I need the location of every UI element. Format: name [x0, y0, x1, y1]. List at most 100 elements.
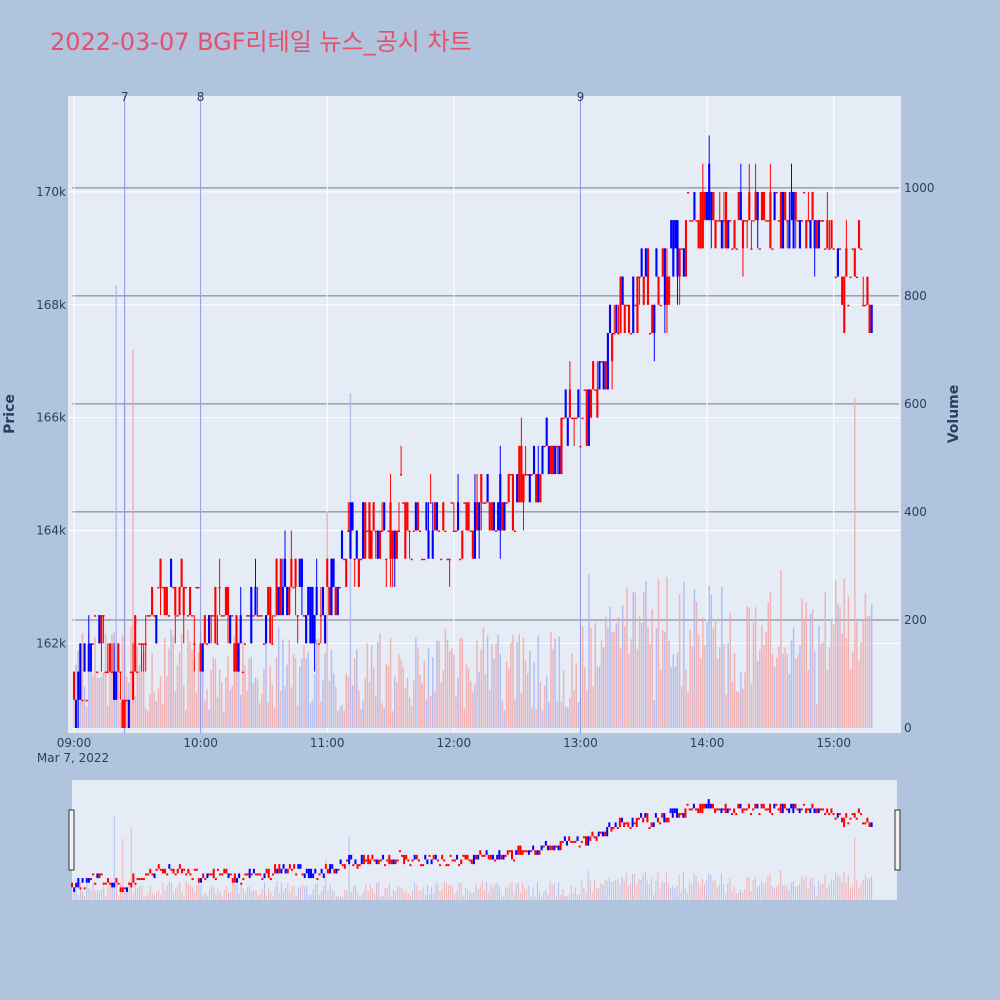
candle-body [748, 191, 751, 221]
volume-bar [828, 647, 831, 728]
range-candle [758, 813, 761, 816]
range-volume-bar [638, 878, 640, 900]
volume-bar [115, 285, 117, 728]
range-candle [303, 873, 306, 879]
volume-bar [79, 701, 82, 728]
volume-bar [752, 622, 755, 728]
range-candle [728, 808, 731, 811]
candle-body [94, 615, 97, 617]
candle-body [201, 643, 204, 672]
range-volume-bar [869, 878, 870, 900]
volume-bar [404, 688, 407, 728]
volume-bar [818, 625, 820, 728]
range-handle-left[interactable] [68, 809, 75, 871]
range-candle [104, 882, 107, 885]
candle-body [461, 530, 464, 559]
volume-bar [617, 617, 620, 728]
range-candle [206, 873, 209, 879]
volume-bar [391, 711, 394, 728]
candle-body [125, 699, 128, 702]
volume-bar [670, 667, 672, 728]
range-handle-right[interactable] [894, 809, 901, 871]
range-candle [236, 878, 238, 883]
candle-body [646, 248, 650, 305]
volume-bar [794, 658, 797, 728]
volume-bar [299, 666, 301, 728]
range-candle [788, 808, 791, 814]
range-candle [343, 864, 346, 869]
volume-bar [510, 642, 512, 728]
candle-body [359, 558, 363, 561]
volume-bar [543, 685, 546, 728]
candle-body [108, 643, 111, 672]
candle-body [516, 474, 519, 503]
volume-bar [754, 607, 757, 728]
volume-bar [615, 623, 618, 728]
range-volume-bar [771, 885, 773, 900]
range-volume-bar [139, 886, 141, 900]
range-candle [595, 836, 598, 841]
range-volume-bar [598, 888, 600, 900]
range-volume-bar [431, 886, 433, 900]
candlesticks [72, 135, 873, 728]
candle-body [180, 558, 183, 587]
volume-bar [368, 682, 371, 728]
range-volume-bar [206, 896, 208, 900]
time-tick-label: 10:00 [183, 736, 218, 750]
range-volume-bar [646, 880, 648, 900]
time-tick-label: 12:00 [437, 736, 472, 750]
range-volume-bar [422, 887, 424, 900]
candle-body [355, 530, 358, 559]
candle-body [819, 220, 823, 222]
candle-body [245, 615, 249, 617]
range-volume-bar [141, 885, 143, 900]
volume-bar [345, 673, 347, 728]
candle-body [189, 586, 192, 616]
range-candle [735, 813, 738, 816]
range-volume-bar [549, 881, 551, 900]
range-volume-bar [629, 883, 631, 900]
range-volume-bar [107, 885, 109, 900]
volume-bar [134, 695, 136, 728]
volume-bar [605, 616, 607, 728]
range-candle [870, 822, 873, 827]
range-volume-bar [88, 888, 90, 900]
range-candle [248, 868, 251, 879]
range-volume-bar [773, 888, 775, 900]
volume-bar [700, 657, 702, 728]
range-volume-bar [727, 883, 729, 900]
range-candle [841, 817, 843, 823]
volume-tick-label: 0 [904, 721, 912, 735]
volume-bar [252, 682, 255, 728]
candle-body [556, 445, 559, 448]
candle-body [383, 502, 386, 531]
range-volume-bar [577, 895, 579, 900]
range-candle [534, 850, 537, 855]
range-candle [216, 868, 219, 871]
volume-bar [495, 643, 497, 728]
range-volume-bar [528, 885, 530, 900]
candle-body [347, 530, 350, 532]
volume-bar [676, 653, 679, 728]
range-candle [555, 845, 558, 848]
volume-bar [514, 699, 516, 728]
range-volume-bar [581, 880, 583, 900]
volume-bar [182, 685, 185, 728]
range-candle [711, 803, 714, 809]
range-candle [233, 873, 236, 883]
range-candle [828, 813, 831, 816]
candle-body [706, 191, 709, 221]
range-volume-bar [405, 890, 407, 900]
candle-body [298, 558, 301, 587]
volume-bar [664, 632, 666, 728]
candle-body [216, 643, 219, 645]
volume-bar [695, 601, 698, 728]
range-candle [350, 854, 353, 860]
range-candle [544, 840, 547, 846]
candle-body [349, 502, 352, 559]
volume-bar [674, 666, 677, 728]
candle-body [788, 220, 791, 249]
range-volume-bar [689, 881, 691, 900]
volume-bar [214, 658, 217, 728]
